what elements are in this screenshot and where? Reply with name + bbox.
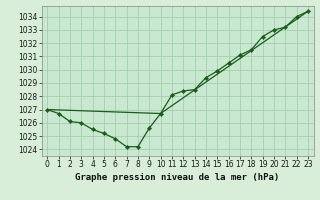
X-axis label: Graphe pression niveau de la mer (hPa): Graphe pression niveau de la mer (hPa)	[76, 173, 280, 182]
